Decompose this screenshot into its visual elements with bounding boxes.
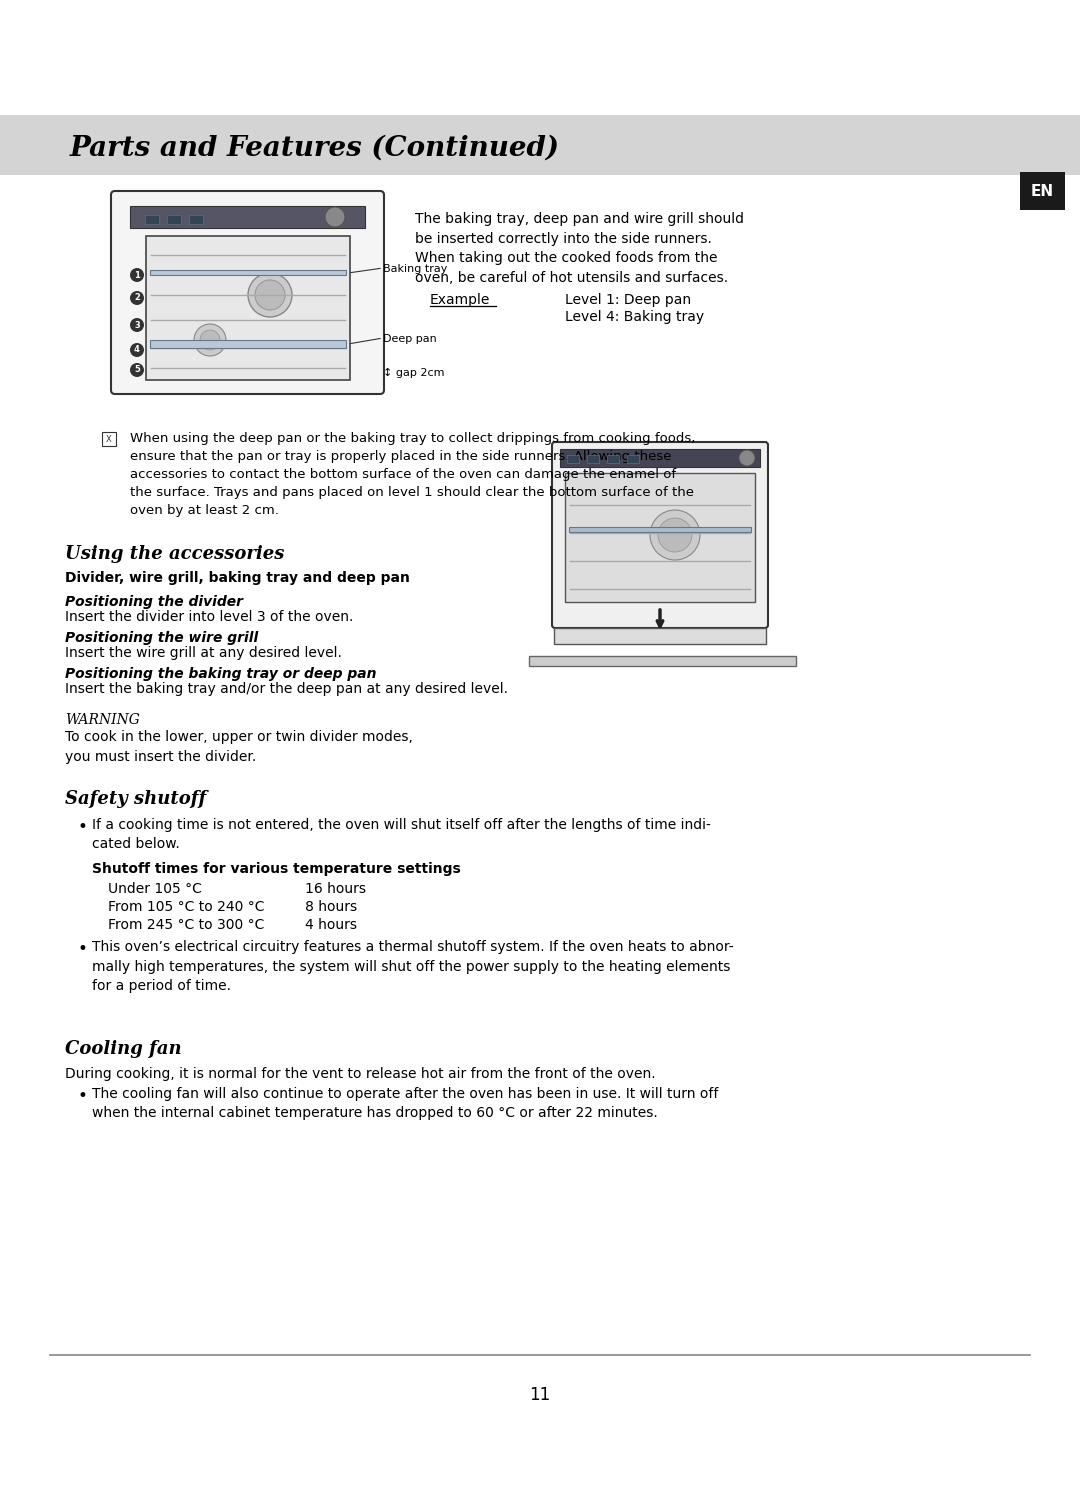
Text: WARNING: WARNING <box>65 713 140 727</box>
Text: From 105 °C to 240 °C: From 105 °C to 240 °C <box>108 901 265 914</box>
Text: •: • <box>78 941 87 958</box>
Text: During cooking, it is normal for the vent to release hot air from the front of t: During cooking, it is normal for the ven… <box>65 1067 656 1080</box>
Circle shape <box>248 273 292 317</box>
Bar <box>607 455 619 464</box>
Text: Parts and Features (Continued): Parts and Features (Continued) <box>70 135 561 162</box>
Text: •: • <box>78 1086 87 1106</box>
Circle shape <box>200 330 220 351</box>
Circle shape <box>130 267 144 282</box>
FancyBboxPatch shape <box>554 629 766 643</box>
Text: Divider, wire grill, baking tray and deep pan: Divider, wire grill, baking tray and dee… <box>65 571 410 585</box>
Text: 11: 11 <box>529 1386 551 1404</box>
Bar <box>150 270 346 275</box>
Bar <box>189 215 203 224</box>
Text: Under 105 °C: Under 105 °C <box>108 883 202 896</box>
Circle shape <box>658 519 692 551</box>
Text: 3: 3 <box>134 321 140 330</box>
Text: Deep pan: Deep pan <box>383 334 436 343</box>
Text: 4: 4 <box>134 346 140 355</box>
Text: Positioning the divider: Positioning the divider <box>65 594 243 609</box>
FancyBboxPatch shape <box>146 236 350 380</box>
Text: •: • <box>78 817 87 837</box>
Bar <box>627 455 639 464</box>
Text: 8 hours: 8 hours <box>305 901 357 914</box>
Circle shape <box>739 450 755 467</box>
Bar <box>167 215 181 224</box>
Bar <box>102 432 116 446</box>
Text: Level 1: Deep pan: Level 1: Deep pan <box>565 293 691 308</box>
FancyBboxPatch shape <box>529 655 796 666</box>
Text: 2: 2 <box>134 294 140 303</box>
Text: Shutoff times for various temperature settings: Shutoff times for various temperature se… <box>92 862 461 877</box>
Text: X: X <box>106 434 112 443</box>
Text: This oven’s electrical circuitry features a thermal shutoff system. If the oven : This oven’s electrical circuitry feature… <box>92 941 733 993</box>
Circle shape <box>130 363 144 377</box>
Circle shape <box>650 510 700 560</box>
Text: ↕ gap 2cm: ↕ gap 2cm <box>383 369 445 377</box>
Circle shape <box>194 324 226 357</box>
Text: 5: 5 <box>134 366 140 374</box>
Bar <box>130 207 365 227</box>
Text: 1: 1 <box>134 270 140 279</box>
Bar <box>561 449 760 467</box>
Circle shape <box>325 207 345 227</box>
FancyBboxPatch shape <box>0 114 1080 175</box>
Text: The cooling fan will also continue to operate after the oven has been in use. It: The cooling fan will also continue to op… <box>92 1086 718 1120</box>
Circle shape <box>130 318 144 331</box>
Circle shape <box>255 279 285 311</box>
Text: When using the deep pan or the baking tray to collect drippings from cooking foo: When using the deep pan or the baking tr… <box>130 432 696 517</box>
Text: The baking tray, deep pan and wire grill should
be inserted correctly into the s: The baking tray, deep pan and wire grill… <box>415 212 744 284</box>
FancyBboxPatch shape <box>552 441 768 629</box>
FancyBboxPatch shape <box>565 473 755 602</box>
Text: Insert the wire grill at any desired level.: Insert the wire grill at any desired lev… <box>65 646 342 660</box>
Text: EN: EN <box>1030 183 1054 199</box>
Text: Level 4: Baking tray: Level 4: Baking tray <box>565 311 704 324</box>
Bar <box>569 528 751 532</box>
Bar <box>145 215 159 224</box>
Bar <box>150 340 346 348</box>
Text: To cook in the lower, upper or twin divider modes,
you must insert the divider.: To cook in the lower, upper or twin divi… <box>65 730 413 764</box>
FancyBboxPatch shape <box>1020 172 1065 210</box>
Bar <box>588 455 599 464</box>
Text: Cooling fan: Cooling fan <box>65 1040 181 1058</box>
Circle shape <box>130 291 144 305</box>
Text: If a cooking time is not entered, the oven will shut itself off after the length: If a cooking time is not entered, the ov… <box>92 817 711 851</box>
Text: Insert the baking tray and/or the deep pan at any desired level.: Insert the baking tray and/or the deep p… <box>65 682 508 695</box>
Circle shape <box>130 343 144 357</box>
Text: Using the accessories: Using the accessories <box>65 545 284 563</box>
Bar <box>567 455 579 464</box>
Text: From 245 °C to 300 °C: From 245 °C to 300 °C <box>108 918 265 932</box>
Text: Positioning the baking tray or deep pan: Positioning the baking tray or deep pan <box>65 667 377 681</box>
Text: Baking tray: Baking tray <box>383 265 447 273</box>
Text: Insert the divider into level 3 of the oven.: Insert the divider into level 3 of the o… <box>65 609 353 624</box>
Text: 16 hours: 16 hours <box>305 883 366 896</box>
Text: Example: Example <box>430 293 490 308</box>
Text: Positioning the wire grill: Positioning the wire grill <box>65 632 258 645</box>
Text: 4 hours: 4 hours <box>305 918 357 932</box>
FancyBboxPatch shape <box>111 192 384 394</box>
Text: Safety shutoff: Safety shutoff <box>65 791 206 808</box>
